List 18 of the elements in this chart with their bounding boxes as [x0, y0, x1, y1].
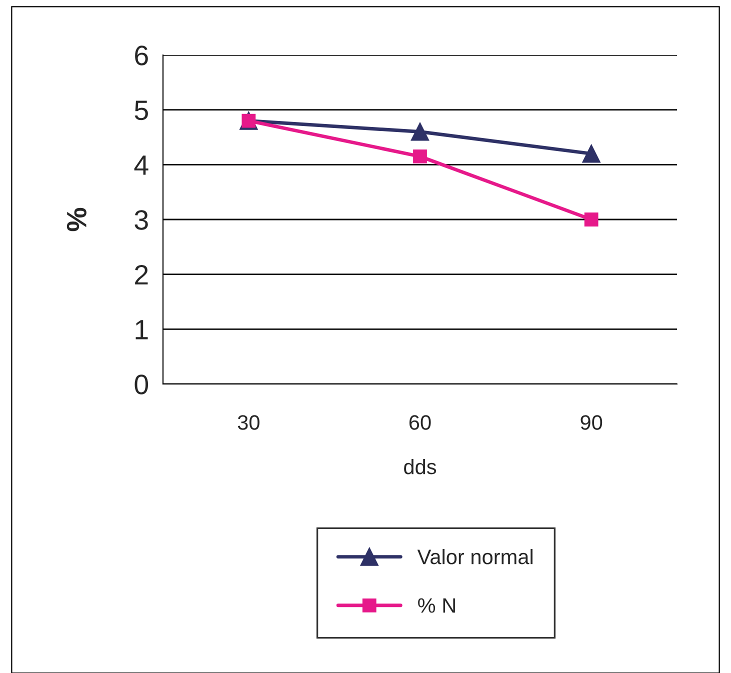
y-tick-label: 2: [135, 265, 148, 284]
point: [413, 149, 427, 164]
legend-label: % N: [418, 598, 455, 613]
x-tick-label: 30: [238, 415, 260, 430]
y-tick-label: 4: [134, 156, 148, 175]
legend-label: Valor normal: [417, 548, 532, 564]
x-axis-title: dds: [404, 458, 436, 474]
y-tick-label: 3: [134, 210, 148, 230]
y-axis-title: %: [66, 208, 86, 232]
y-tick-label: 1: [136, 320, 148, 340]
y-tick-label: 0: [134, 374, 148, 394]
point: [582, 144, 600, 163]
y-tick-label: 6: [135, 46, 148, 66]
point: [584, 212, 598, 226]
x-tick-label: 60: [409, 415, 431, 430]
y-tick-label: 5: [134, 100, 148, 120]
x-tick-label: 90: [580, 415, 602, 430]
point: [410, 122, 430, 141]
